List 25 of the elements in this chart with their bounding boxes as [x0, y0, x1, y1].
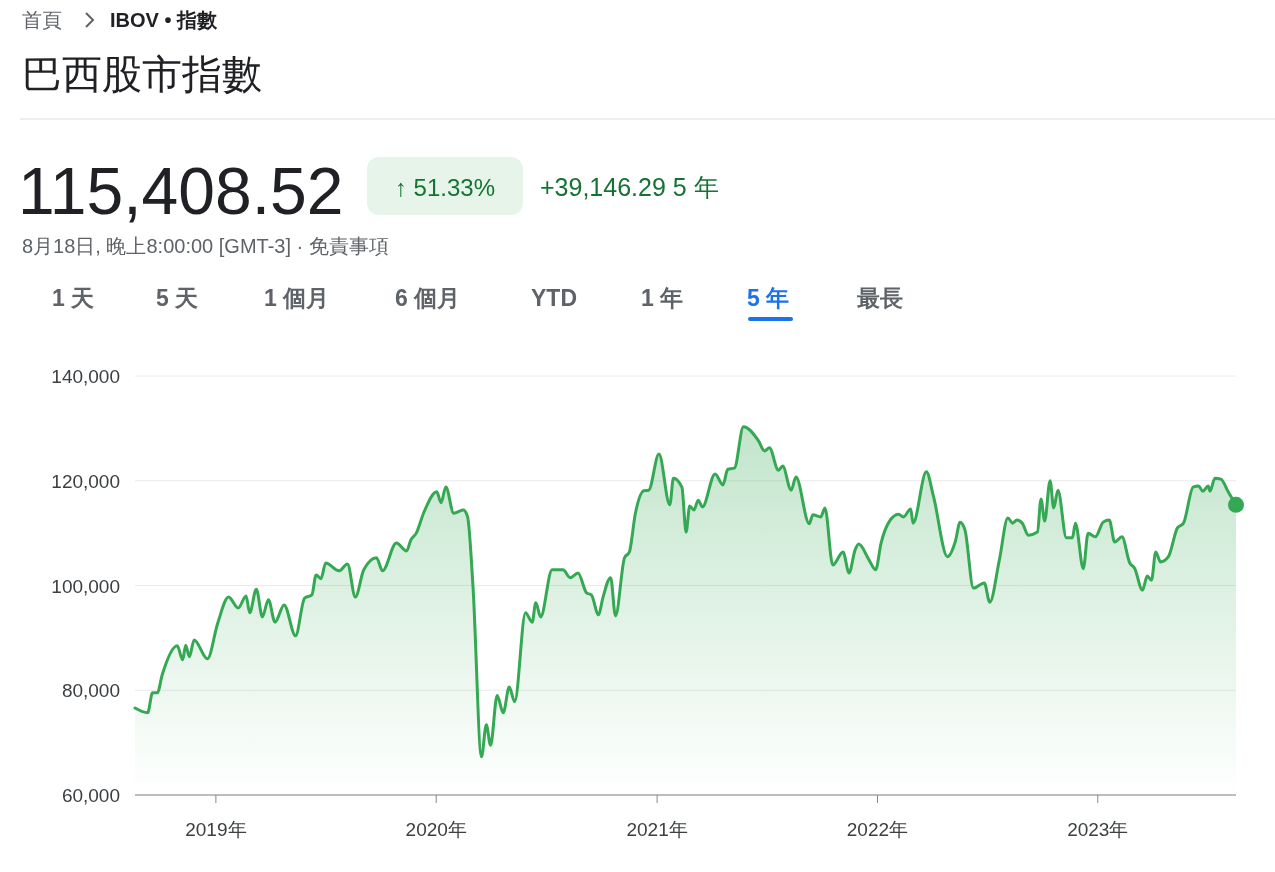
text: 6 個月 — [395, 285, 461, 311]
y-tick-label: 120,000 — [51, 470, 120, 492]
chart-title: 巴西股市指數 — [22, 52, 262, 96]
text: 8月18日, 晚上8:00:00 [GMT-3] · 免責事項 — [22, 235, 389, 257]
chart-subtitle: 115,408.52 — [18, 154, 344, 228]
x-tick-label: 2022年 — [846, 819, 909, 840]
text: 5 年 — [747, 285, 790, 311]
x-tick-label: 2020年 — [405, 819, 467, 840]
text: IBOV • 指數 — [110, 9, 219, 31]
x-tick-label: 2021年 — [626, 819, 688, 840]
text: 最長 — [856, 285, 903, 311]
y-tick-label: 140,000 — [51, 366, 120, 387]
x-tick-label: 2019年 — [185, 819, 247, 840]
x-tick-label: 2023年 — [1067, 819, 1129, 840]
y-tick-label: 80,000 — [61, 680, 120, 702]
y-tick-label: 100,000 — [51, 575, 120, 597]
text: YTD — [531, 285, 577, 311]
text: 5 天 — [156, 285, 199, 311]
text: 1 天 — [52, 285, 95, 311]
text: +39,146.29 5 年 — [540, 173, 719, 201]
y-tick-label: 60,000 — [61, 785, 120, 806]
text: 1 年 — [641, 285, 684, 311]
text: 首頁 — [22, 9, 62, 31]
text: 1 個月 — [264, 285, 330, 311]
text: ↑ 51.33% — [394, 174, 496, 201]
